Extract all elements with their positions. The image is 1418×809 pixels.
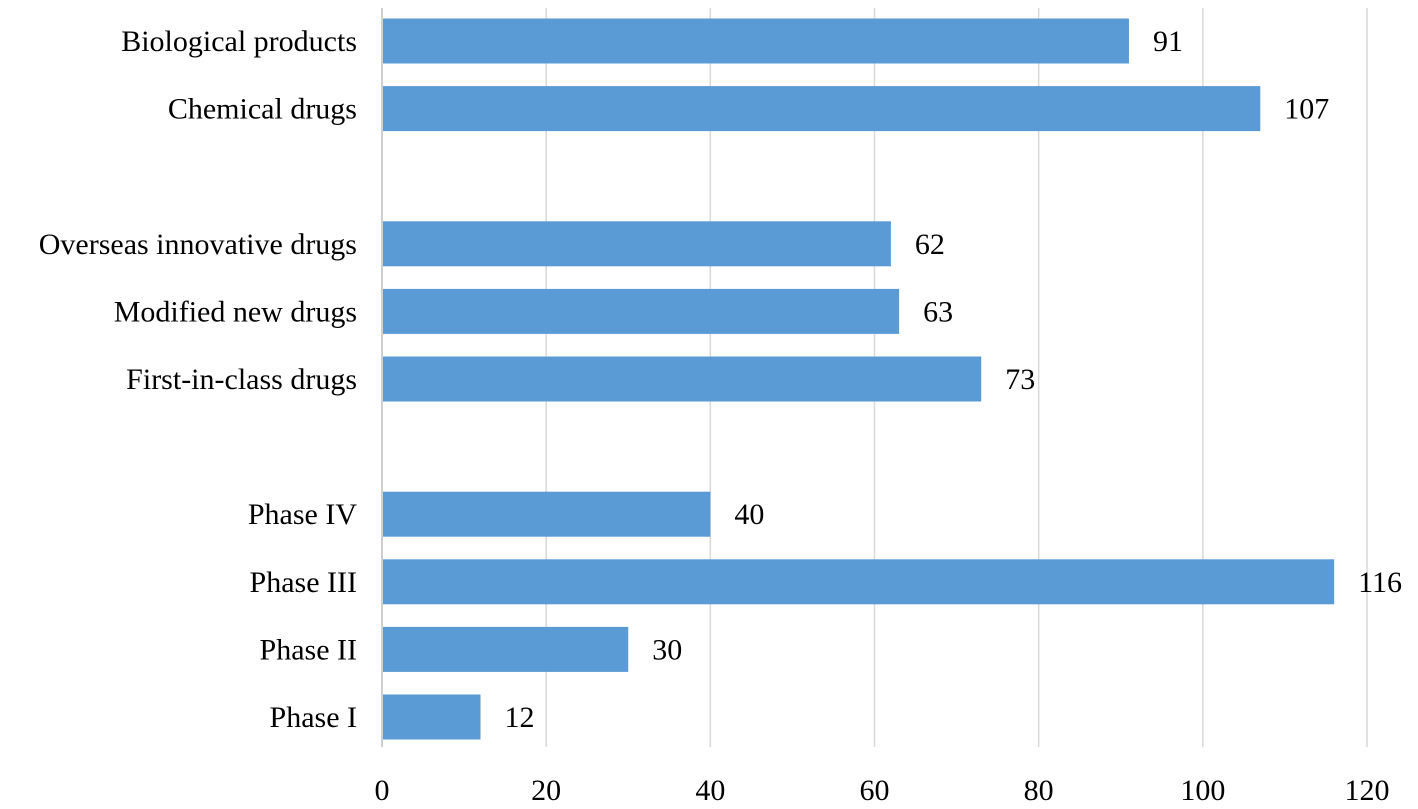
data-label: 107 xyxy=(1284,93,1329,126)
data-label: 73 xyxy=(1005,363,1035,396)
bar-modified-new-drugs xyxy=(383,288,900,334)
x-tick-label: 60 xyxy=(860,774,890,807)
category-label: First-in-class drugs xyxy=(126,363,357,396)
bar-chemical-drugs xyxy=(383,86,1261,132)
data-label: 91 xyxy=(1153,25,1183,58)
data-label: 116 xyxy=(1358,566,1402,599)
bar-layer xyxy=(383,18,1335,740)
bar-phase-ii xyxy=(383,626,629,672)
data-label: 62 xyxy=(915,228,945,261)
x-tick-label: 20 xyxy=(531,774,561,807)
category-label: Modified new drugs xyxy=(114,295,357,328)
data-label: 30 xyxy=(652,633,682,666)
x-axis-ticks: 0 20 40 60 80 100 120 xyxy=(375,774,1390,807)
data-label: 63 xyxy=(923,295,953,328)
x-tick-label: 80 xyxy=(1024,774,1054,807)
bar-phase-iii xyxy=(383,559,1335,605)
data-label: 40 xyxy=(734,498,764,531)
category-label: Chemical drugs xyxy=(168,93,357,126)
x-tick-label: 100 xyxy=(1180,774,1225,807)
x-tick-label: 0 xyxy=(375,774,390,807)
bar-first-in-class-drugs xyxy=(383,356,982,402)
category-label: Phase II xyxy=(260,633,357,666)
label-layer: Biological products 91 Chemical drugs 107 Ov… xyxy=(39,25,1402,734)
bar-biological-products xyxy=(383,18,1129,64)
category-label: Overseas innovative drugs xyxy=(39,228,357,261)
x-tick-label: 40 xyxy=(695,774,725,807)
bar-overseas-innovative-drugs xyxy=(383,221,891,267)
category-label: Phase I xyxy=(270,701,357,734)
category-label: Phase III xyxy=(250,566,357,599)
category-label: Biological products xyxy=(121,25,357,58)
data-label: 12 xyxy=(505,701,535,734)
x-tick-label: 120 xyxy=(1345,774,1390,807)
bar-phase-iv xyxy=(383,491,711,537)
category-label: Phase IV xyxy=(248,498,357,531)
bar-phase-i xyxy=(383,694,481,740)
